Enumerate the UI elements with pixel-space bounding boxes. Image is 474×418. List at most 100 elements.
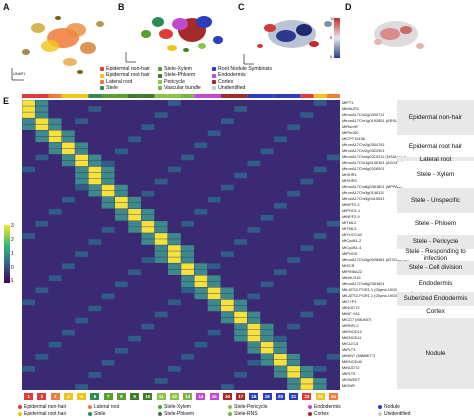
category-label: Cortex: [397, 307, 474, 317]
legend-e-item: Unidentified: [378, 411, 410, 417]
heatmap-cell: [61, 257, 75, 263]
heatmap-cell: [287, 130, 301, 137]
heatmap-cell: [194, 384, 208, 390]
heatmap-cell: [141, 275, 155, 282]
heatmap-cell: [313, 378, 327, 384]
heatmap-cell: [313, 221, 327, 227]
column-color-bar: [88, 94, 102, 98]
heatmap-cell: [128, 384, 142, 390]
gene-label: MtbHLH15: [342, 274, 361, 280]
heatmap-cell: [207, 233, 221, 239]
heatmap-cell: [194, 166, 208, 173]
heatmap-cell: [88, 208, 102, 215]
heatmap-cell: [260, 208, 274, 215]
heatmap-cell: [181, 311, 195, 318]
heatmap-cell: [128, 293, 142, 300]
legend-e-item: Stele: [88, 411, 105, 417]
gene-label: MtPT1: [342, 99, 354, 105]
heatmap-cell: [194, 275, 208, 282]
heatmap-cell: [141, 281, 155, 288]
heatmap-cell: [48, 142, 62, 149]
heatmap-cell: [114, 221, 128, 227]
heatmap-cell: [181, 166, 195, 173]
column-color-bar: [181, 94, 195, 98]
legend-label: Endodermis: [218, 72, 246, 79]
heatmap-cell: [61, 214, 75, 221]
heatmap-cell: [167, 130, 181, 137]
heatmap-cell: [326, 251, 340, 257]
heatmap-cell: [154, 221, 168, 227]
legend-label: Stele: [94, 411, 106, 417]
column-color-bar: [75, 94, 89, 98]
legend-b-item: Pericycle: [158, 79, 185, 85]
heatmap-cell: [234, 281, 248, 288]
heatmap-cell: [75, 136, 89, 143]
heatmap-cell: [247, 202, 261, 209]
heatmap-cell: [48, 106, 62, 112]
column-color-bar: [260, 94, 274, 98]
heatmap-cell: [22, 245, 36, 251]
heatmap-cell: [48, 208, 62, 215]
heatmap-cell: [22, 269, 36, 276]
heatmap-cell: [300, 142, 314, 149]
heatmap-cell: [260, 184, 274, 191]
heatmap-cell: [247, 305, 261, 312]
heatmap-cell: [181, 263, 195, 269]
gene-label: MtrunA17Chr2g0304781: [342, 141, 385, 147]
heatmap-cell: [234, 106, 248, 112]
heatmap-cell: [35, 341, 49, 348]
heatmap-cell: [35, 190, 49, 197]
heatmap-cell: [326, 227, 340, 233]
heatmap-cell: [128, 335, 142, 342]
heatmap-cell: [260, 100, 274, 106]
heatmap-cell: [234, 378, 248, 384]
heatmap-cell: [167, 148, 181, 155]
category-label: Suberized Endodermis: [397, 291, 474, 307]
heatmap-cell: [61, 305, 75, 312]
heatmap-cell: [35, 112, 49, 118]
heatmap-cell: [260, 233, 274, 239]
heatmap-cell: [22, 305, 36, 312]
heatmap-cell: [128, 366, 142, 372]
heatmap-cell: [326, 378, 340, 384]
heatmap-cell: [300, 372, 314, 378]
heatmap-cell: [313, 202, 327, 209]
colorbar-c-tick-2: 0: [330, 54, 333, 59]
heatmap-cell: [61, 275, 75, 282]
heatmap-cell: [287, 208, 301, 215]
heatmap-cell: [48, 251, 62, 257]
heatmap-cell: [181, 305, 195, 312]
heatmap-cell: [181, 208, 195, 215]
gene-label: MtCLE13: [342, 341, 359, 347]
heatmap-cell: [313, 353, 327, 360]
heatmap-cell: [154, 263, 168, 269]
gene-label: MtrunA17Chr1g0146161 (AGGBL4): [342, 159, 404, 165]
scale-tick-4: -1: [9, 278, 14, 284]
heatmap-cell: [220, 335, 234, 342]
heatmap-cell: [287, 335, 301, 342]
heatmap-cell: [194, 142, 208, 149]
legend-label: Stele-Xylem: [164, 404, 191, 410]
heatmap-cell: [88, 359, 102, 366]
heatmap-cell: [48, 100, 62, 106]
heatmap-cell: [220, 239, 234, 245]
heatmap-cell: [101, 384, 115, 390]
heatmap-cell: [247, 384, 261, 390]
heatmap-cell: [154, 112, 168, 118]
heatmap-cell: [101, 293, 115, 300]
heatmap-cell: [260, 239, 274, 245]
heatmap-cell: [220, 142, 234, 149]
heatmap-cell: [141, 353, 155, 360]
heatmap-cell: [287, 341, 301, 348]
legend-label: Epidermal non-hair: [24, 404, 67, 410]
column-color-bar: [207, 94, 221, 98]
heatmap-cell: [154, 378, 168, 384]
heatmap-cell: [114, 275, 128, 282]
heatmap-cell: [300, 245, 314, 251]
heatmap-cell: [300, 166, 314, 173]
heatmap-cell: [114, 317, 128, 324]
column-color-bar: [234, 94, 248, 98]
heatmap-cell: [101, 214, 115, 221]
heatmap-cell: [300, 106, 314, 112]
heatmap-cell: [247, 347, 261, 354]
